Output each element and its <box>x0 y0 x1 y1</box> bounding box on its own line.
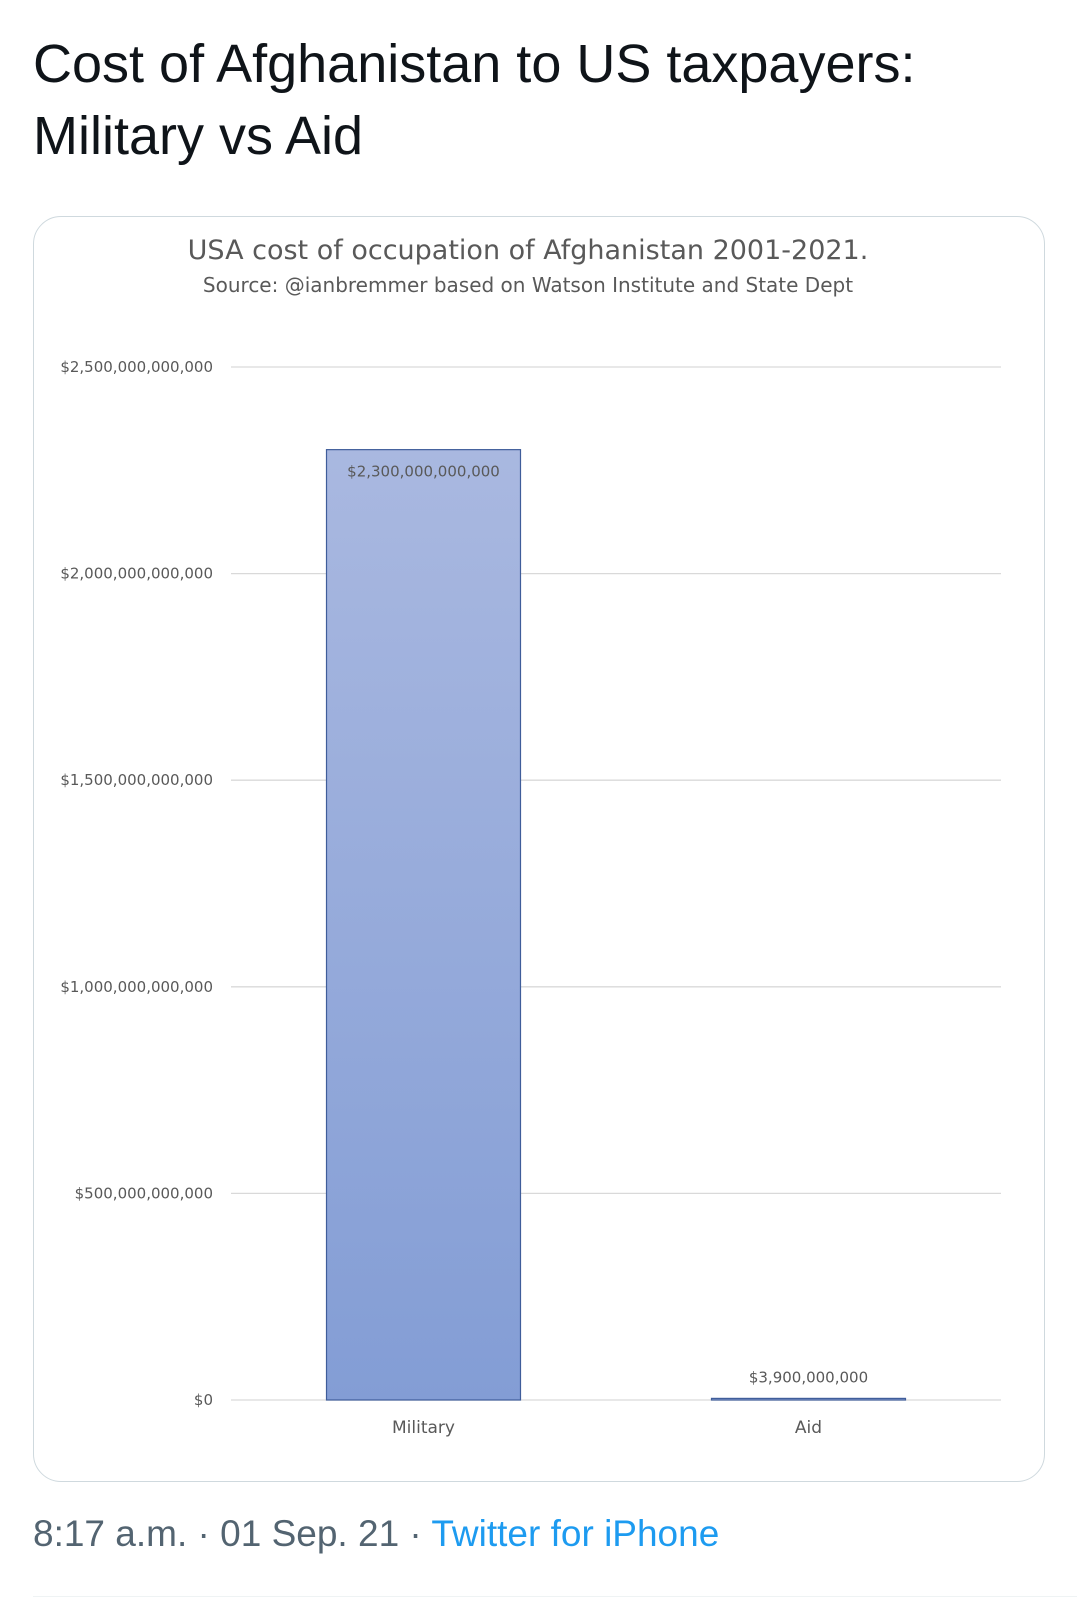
divider <box>33 1596 1077 1597</box>
y-tick-label: $500,000,000,000 <box>75 1184 213 1202</box>
meta-separator: · <box>409 1513 422 1554</box>
bar-military <box>325 449 522 1401</box>
bars <box>325 449 907 1401</box>
y-axis-ticks: $0 $500,000,000,000 $1,000,000,000,000 $1,5… <box>60 358 213 1409</box>
y-tick-label: $1,000,000,000,000 <box>60 978 213 996</box>
bar-aid <box>710 1397 907 1401</box>
tweet-text-line: Cost of Afghanistan to US taxpayers: <box>33 34 916 94</box>
tweet-source-link[interactable]: Twitter for iPhone <box>431 1513 720 1554</box>
chart-subtitle: Source: @ianbremmer based on Watson Inst… <box>203 273 853 297</box>
category-label: Aid <box>795 1418 822 1438</box>
tweet-metadata: 8:17 a.m. · 01 Sep. 21 · Twitter for iPh… <box>33 1510 719 1558</box>
bar-chart: USA cost of occupation of Afghanistan 20… <box>60 235 1001 1438</box>
data-label: $3,900,000,000 <box>749 1368 868 1386</box>
x-axis-categories: Military Aid <box>392 1418 822 1438</box>
tweet-time[interactable]: 8:17 a.m. <box>33 1513 188 1554</box>
meta-separator: · <box>197 1513 210 1554</box>
data-label: $2,300,000,000,000 <box>347 463 500 481</box>
data-labels: $2,300,000,000,000 $3,900,000,000 <box>347 463 868 1387</box>
tweet-text: Cost of Afghanistan to US taxpayers: Mil… <box>33 28 1043 172</box>
y-tick-label: $2,500,000,000,000 <box>60 358 213 376</box>
tweet-date[interactable]: 01 Sep. 21 <box>220 1513 400 1554</box>
y-tick-label: $1,500,000,000,000 <box>60 771 213 789</box>
chart-title: USA cost of occupation of Afghanistan 20… <box>188 235 869 266</box>
y-tick-label: $0 <box>194 1391 213 1409</box>
y-tick-label: $2,000,000,000,000 <box>60 565 213 583</box>
tweet-media-image[interactable]: USA cost of occupation of Afghanistan 20… <box>33 216 1045 1482</box>
tweet-text-line: Military vs Aid <box>33 106 364 166</box>
category-label: Military <box>392 1418 455 1438</box>
